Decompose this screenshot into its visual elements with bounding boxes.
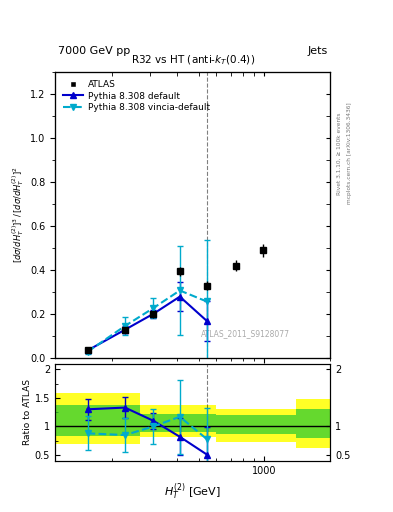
- Text: Jets: Jets: [307, 46, 327, 56]
- Y-axis label: Ratio to ATLAS: Ratio to ATLAS: [23, 379, 32, 445]
- Text: ATLAS_2011_S9128077: ATLAS_2011_S9128077: [201, 329, 290, 338]
- Y-axis label: $[d\sigma/dH_T^{(2)}]^3\,/\,[d\sigma/dH_T^{(2)}]^2$: $[d\sigma/dH_T^{(2)}]^3\,/\,[d\sigma/dH_…: [10, 167, 26, 263]
- Legend: ATLAS, Pythia 8.308 default, Pythia 8.308 vincia-default: ATLAS, Pythia 8.308 default, Pythia 8.30…: [59, 76, 213, 116]
- X-axis label: $H_T^{(2)}$ [GeV]: $H_T^{(2)}$ [GeV]: [164, 481, 221, 502]
- Title: R32 vs HT (anti-$k_T$(0.4)): R32 vs HT (anti-$k_T$(0.4)): [130, 54, 255, 67]
- Text: 7000 GeV pp: 7000 GeV pp: [58, 46, 130, 56]
- Text: mcplots.cern.ch [arXiv:1306.3436]: mcplots.cern.ch [arXiv:1306.3436]: [347, 103, 352, 204]
- Text: Rivet 3.1.10, ≥ 100k events: Rivet 3.1.10, ≥ 100k events: [336, 112, 342, 195]
